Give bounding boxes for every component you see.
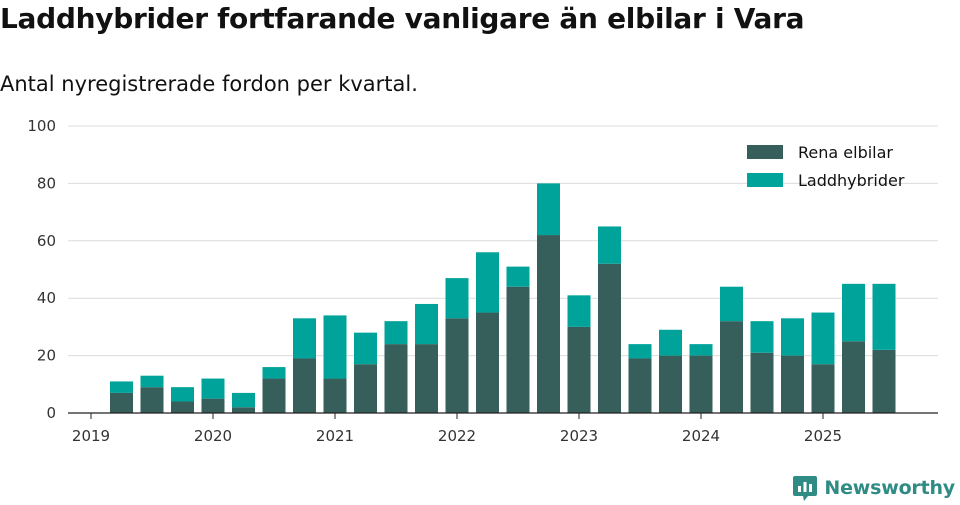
bar-rena-elbilar: 2020 Q1 – Rena elbilar: 5 (201, 398, 225, 413)
bar-rena-elbilar: 2023 Q3 – Rena elbilar: 19 (628, 358, 652, 413)
bar-laddhybrider: 2023 Q1 – Laddhybrider: 11 (567, 295, 591, 327)
y-tick-label: 80 (37, 174, 56, 192)
y-tick-label: 20 (37, 347, 56, 365)
bar-laddhybrider: 2025 Q1 – Laddhybrider: 18 (811, 312, 835, 365)
bars: 2019 Q2 – Rena elbilar: 72019 Q2 – Laddh… (110, 183, 896, 413)
legend: Rena elbilar Laddhybrider (747, 143, 905, 190)
chart-subtitle: Antal nyregistrerade fordon per kvartal. (0, 72, 418, 96)
bar-rena-elbilar: 2019 Q4 – Rena elbilar: 4 (171, 401, 194, 413)
bar-laddhybrider: 2024 Q3 – Laddhybrider: 11 (750, 321, 774, 353)
x-axis-ticks: 2019 2020 2021 2022 2023 2024 2025 (72, 413, 842, 445)
y-tick-label: 40 (37, 289, 56, 307)
y-axis-ticks: 0 20 40 60 80 100 (27, 117, 56, 422)
bar-laddhybrider: 2024 Q4 – Laddhybrider: 13 (781, 318, 804, 356)
bar-rena-elbilar: 2024 Q2 – Rena elbilar: 32 (720, 321, 743, 413)
bar-laddhybrider: 2020 Q3 – Laddhybrider: 4 (262, 367, 286, 379)
bar-rena-elbilar: 2021 Q1 – Rena elbilar: 12 (323, 378, 347, 413)
bar-laddhybrider: 2022 Q4 – Laddhybrider: 18 (537, 183, 560, 236)
bar-rena-elbilar: 2022 Q1 – Rena elbilar: 33 (445, 318, 469, 413)
bar-laddhybrider: 2019 Q3 – Laddhybrider: 4 (140, 375, 164, 388)
y-tick-label: 0 (46, 404, 56, 422)
bar-laddhybrider: 2025 Q2 – Laddhybrider: 20 (842, 283, 865, 342)
x-tick-label: 2024 (682, 427, 720, 445)
legend-swatch (747, 145, 783, 159)
bar-rena-elbilar: 2019 Q2 – Rena elbilar: 7 (110, 392, 133, 413)
bar-rena-elbilar: 2023 Q1 – Rena elbilar: 30 (567, 326, 591, 413)
y-tick-label: 100 (27, 117, 56, 135)
bar-rena-elbilar: 2025 Q3 – Rena elbilar: 22 (872, 349, 896, 413)
bar-laddhybrider: 2023 Q2 – Laddhybrider: 13 (598, 226, 621, 264)
bar-laddhybrider: 2021 Q3 – Laddhybrider: 8 (384, 321, 408, 345)
bar-laddhybrider: 2024 Q2 – Laddhybrider: 12 (720, 286, 743, 322)
bar-laddhybrider: 2020 Q1 – Laddhybrider: 7 (201, 378, 225, 399)
bar-rena-elbilar: 2024 Q4 – Rena elbilar: 20 (781, 355, 804, 413)
legend-swatch (747, 173, 783, 187)
bar-rena-elbilar: 2025 Q1 – Rena elbilar: 17 (811, 364, 835, 413)
bar-rena-elbilar: 2022 Q2 – Rena elbilar: 35 (476, 312, 499, 413)
x-tick-label: 2019 (72, 427, 110, 445)
newsworthy-brand[interactable]: Newsworthy (792, 474, 955, 502)
bar-laddhybrider: 2022 Q2 – Laddhybrider: 21 (476, 252, 499, 313)
bar-laddhybrider: 2024 Q1 – Laddhybrider: 4 (689, 344, 713, 356)
bar-rena-elbilar: 2024 Q3 – Rena elbilar: 21 (750, 352, 774, 413)
bar-laddhybrider: 2021 Q2 – Laddhybrider: 11 (354, 332, 377, 365)
x-tick-label: 2023 (560, 427, 598, 445)
bar-rena-elbilar: 2020 Q4 – Rena elbilar: 19 (293, 358, 316, 413)
bar-laddhybrider: 2021 Q4 – Laddhybrider: 14 (415, 303, 438, 345)
x-tick-label: 2022 (438, 427, 476, 445)
newsworthy-logo-icon (793, 476, 818, 501)
bar-rena-elbilar: 2025 Q2 – Rena elbilar: 25 (842, 341, 865, 413)
bar-laddhybrider: 2020 Q2 – Laddhybrider: 5 (232, 392, 255, 408)
x-tick-label: 2020 (194, 427, 232, 445)
bar-laddhybrider: 2025 Q3 – Laddhybrider: 23 (872, 283, 896, 350)
bar-rena-elbilar: 2020 Q3 – Rena elbilar: 12 (262, 378, 286, 413)
bar-laddhybrider: 2022 Q3 – Laddhybrider: 7 (506, 266, 530, 287)
bar-rena-elbilar: 2021 Q3 – Rena elbilar: 24 (384, 344, 408, 413)
brand-name: Newsworthy (824, 477, 955, 499)
bar-laddhybrider: 2022 Q1 – Laddhybrider: 14 (445, 278, 469, 319)
legend-label: Rena elbilar (798, 143, 893, 162)
gridlines (68, 125, 938, 357)
bar-laddhybrider: 2023 Q4 – Laddhybrider: 9 (659, 329, 682, 356)
bar-rena-elbilar: 2022 Q3 – Rena elbilar: 44 (506, 286, 530, 413)
y-tick-label: 60 (37, 232, 56, 250)
bar-rena-elbilar: 2023 Q4 – Rena elbilar: 20 (659, 355, 682, 413)
bar-rena-elbilar: 2020 Q2 – Rena elbilar: 2 (232, 407, 255, 413)
bar-laddhybrider: 2021 Q1 – Laddhybrider: 22 (323, 315, 347, 379)
bar-rena-elbilar: 2023 Q2 – Rena elbilar: 52 (598, 263, 621, 413)
bar-laddhybrider: 2019 Q2 – Laddhybrider: 4 (110, 381, 133, 393)
bar-rena-elbilar: 2022 Q4 – Rena elbilar: 62 (537, 235, 560, 413)
chart-title: Laddhybrider fortfarande vanligare än el… (0, 2, 805, 35)
bar-rena-elbilar: 2019 Q3 – Rena elbilar: 9 (140, 387, 164, 413)
bar-rena-elbilar: 2021 Q2 – Rena elbilar: 17 (354, 364, 377, 413)
bar-laddhybrider: 2023 Q3 – Laddhybrider: 5 (628, 344, 652, 359)
x-tick-label: 2021 (316, 427, 354, 445)
bar-laddhybrider: 2019 Q4 – Laddhybrider: 5 (171, 387, 194, 402)
bar-laddhybrider: 2020 Q4 – Laddhybrider: 14 (293, 318, 316, 359)
x-tick-label: 2025 (804, 427, 842, 445)
legend-label: Laddhybrider (798, 171, 905, 190)
bar-rena-elbilar: 2024 Q1 – Rena elbilar: 20 (689, 355, 713, 413)
bar-rena-elbilar: 2021 Q4 – Rena elbilar: 24 (415, 344, 438, 413)
